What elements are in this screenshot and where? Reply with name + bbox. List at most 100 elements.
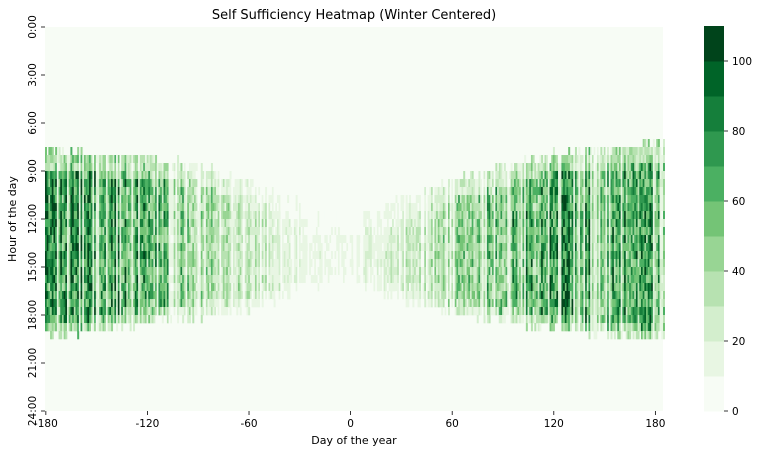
heatmap-cell: [187, 211, 190, 220]
heatmap-cell: [216, 203, 218, 212]
heatmap-cell: [551, 283, 554, 292]
heatmap-cell: [105, 243, 108, 252]
heatmap-cell: [537, 275, 540, 284]
heatmap-cell: [497, 195, 500, 204]
heatmap-cell: [236, 267, 239, 276]
heatmap-cell: [212, 179, 215, 188]
heatmap-cell: [219, 275, 222, 284]
heatmap-cell: [165, 299, 168, 308]
heatmap-cell: [546, 163, 549, 172]
heatmap-cell: [371, 267, 374, 276]
heatmap-cell: [481, 283, 484, 292]
heatmap-cell: [217, 307, 220, 316]
heatmap-cell: [351, 251, 354, 260]
heatmap-cell: [522, 235, 525, 244]
heatmap-cell: [263, 203, 266, 212]
heatmap-cell: [122, 299, 125, 308]
heatmap-cell: [463, 283, 466, 292]
heatmap-cell: [105, 315, 108, 324]
heatmap-cell: [542, 227, 545, 236]
heatmap-cell: [326, 259, 329, 268]
heatmap-cell: [260, 203, 263, 212]
heatmap-cell: [219, 203, 222, 212]
heatmap-cell: [344, 227, 347, 236]
heatmap-cell: [46, 179, 49, 188]
heatmap-cell: [514, 187, 516, 196]
heatmap-cell: [251, 267, 254, 276]
heatmap-cell: [410, 283, 413, 292]
heatmap-cell: [236, 211, 239, 220]
heatmap-cell: [322, 275, 325, 284]
heatmap-cell: [486, 283, 489, 292]
heatmap-cell: [459, 235, 462, 244]
heatmap-cell: [134, 275, 137, 284]
heatmap-cell: [273, 227, 276, 236]
heatmap-cell: [551, 251, 554, 260]
heatmap-cell: [55, 171, 58, 180]
heatmap-cell: [478, 299, 481, 308]
heatmap-cell: [370, 283, 373, 292]
heatmap-cell: [437, 275, 440, 284]
heatmap-cell: [100, 323, 103, 332]
heatmap-cell: [500, 315, 503, 324]
heatmap-cell: [469, 299, 472, 308]
heatmap-cell: [112, 267, 115, 276]
heatmap-cell: [171, 243, 174, 252]
heatmap-cell: [70, 187, 73, 196]
heatmap-cell: [483, 259, 486, 268]
heatmap-cell: [529, 259, 532, 268]
heatmap-cell: [195, 299, 198, 308]
heatmap-cell: [385, 211, 388, 220]
heatmap-cell: [134, 219, 137, 228]
heatmap-cell: [444, 251, 447, 260]
heatmap-cell: [148, 291, 151, 300]
heatmap-cell: [111, 299, 114, 308]
heatmap-cell: [241, 211, 244, 220]
heatmap-cell: [317, 219, 320, 228]
heatmap-cell: [229, 291, 232, 300]
heatmap-cell: [295, 267, 298, 276]
heatmap-cell: [491, 243, 494, 252]
heatmap-cell: [160, 163, 163, 172]
heatmap-cell: [480, 227, 483, 236]
heatmap-cell: [156, 235, 159, 244]
heatmap-cell: [354, 251, 357, 260]
heatmap-cell: [51, 187, 54, 196]
heatmap-cell: [502, 211, 505, 220]
heatmap-cell: [139, 251, 142, 260]
heatmap-cell: [146, 227, 149, 236]
heatmap-cell: [158, 179, 161, 188]
heatmap-cell: [524, 299, 527, 308]
heatmap-cell: [326, 219, 329, 228]
heatmap-cell: [485, 179, 488, 188]
heatmap-cell: [505, 195, 508, 204]
heatmap-cell: [402, 267, 405, 276]
heatmap-cell: [234, 195, 237, 204]
heatmap-cell: [67, 203, 69, 212]
heatmap-cell: [251, 187, 254, 196]
heatmap-cell: [412, 299, 415, 308]
heatmap-cell: [68, 211, 71, 220]
heatmap-cell: [297, 211, 300, 220]
heatmap-cell: [155, 187, 158, 196]
heatmap-cell: [381, 275, 384, 284]
heatmap-cell: [534, 227, 537, 236]
heatmap-cell: [90, 155, 93, 164]
heatmap-cell: [109, 251, 112, 260]
heatmap-cell: [153, 203, 156, 212]
heatmap-cell: [63, 227, 66, 236]
heatmap-cell: [119, 195, 122, 204]
heatmap-cell: [61, 299, 64, 308]
heatmap-cell: [188, 179, 191, 188]
heatmap-cell: [80, 307, 83, 316]
heatmap-cell: [63, 275, 66, 284]
heatmap-cell: [246, 283, 249, 292]
heatmap-cell: [119, 179, 122, 188]
heatmap-cell: [427, 251, 430, 260]
heatmap-cell: [324, 235, 327, 244]
heatmap-cell: [283, 195, 286, 204]
heatmap-cell: [204, 203, 207, 212]
heatmap-cell: [537, 251, 540, 260]
heatmap-cell: [205, 187, 208, 196]
heatmap-cell: [464, 235, 467, 244]
